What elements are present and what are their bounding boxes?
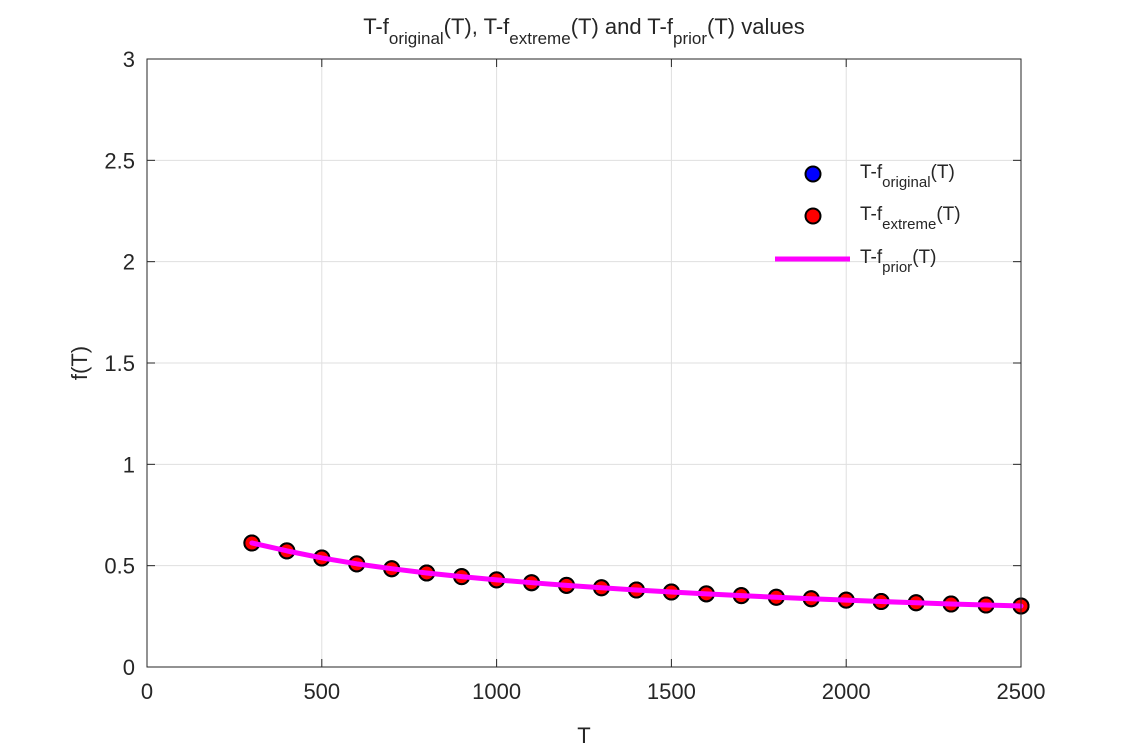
legend-marker-extreme	[804, 207, 822, 225]
y-tick-label: 3	[123, 47, 135, 72]
series-line-prior	[249, 540, 1024, 609]
y-tick-label: 1	[123, 452, 135, 477]
series-layer	[243, 534, 1030, 615]
legend-label-original: T-foriginal(T)	[860, 162, 955, 191]
y-axis-label: f(T)	[67, 346, 92, 380]
x-axis-label: T	[577, 723, 590, 748]
x-tick-label: 0	[141, 679, 153, 704]
y-tick-label: 2.5	[104, 148, 135, 173]
y-tick-label: 1.5	[104, 351, 135, 376]
y-tick-label: 0.5	[104, 554, 135, 579]
x-tick-label: 1000	[472, 679, 521, 704]
legend-label-prior: T-fprior(T)	[860, 247, 936, 276]
x-tick-label: 1500	[647, 679, 696, 704]
legend-marker-original	[804, 165, 822, 183]
chart-title: T-foriginal(T), T-fextreme(T) and T-fpri…	[363, 14, 805, 48]
y-tick-label: 2	[123, 250, 135, 275]
x-tick-label: 2000	[822, 679, 871, 704]
legend: T-foriginal(T) T-fextreme(T) T-fprior(T)	[775, 162, 961, 276]
x-tick-label: 2500	[997, 679, 1046, 704]
grid	[147, 59, 1021, 667]
axis-ticks: 0 500 1000 1500 2000 2500 0 0.5 1 1.5 2 2.5 3	[104, 47, 1045, 704]
y-tick-label: 0	[123, 655, 135, 680]
legend-label-extreme: T-fextreme(T)	[860, 204, 961, 233]
x-tick-label: 500	[303, 679, 340, 704]
